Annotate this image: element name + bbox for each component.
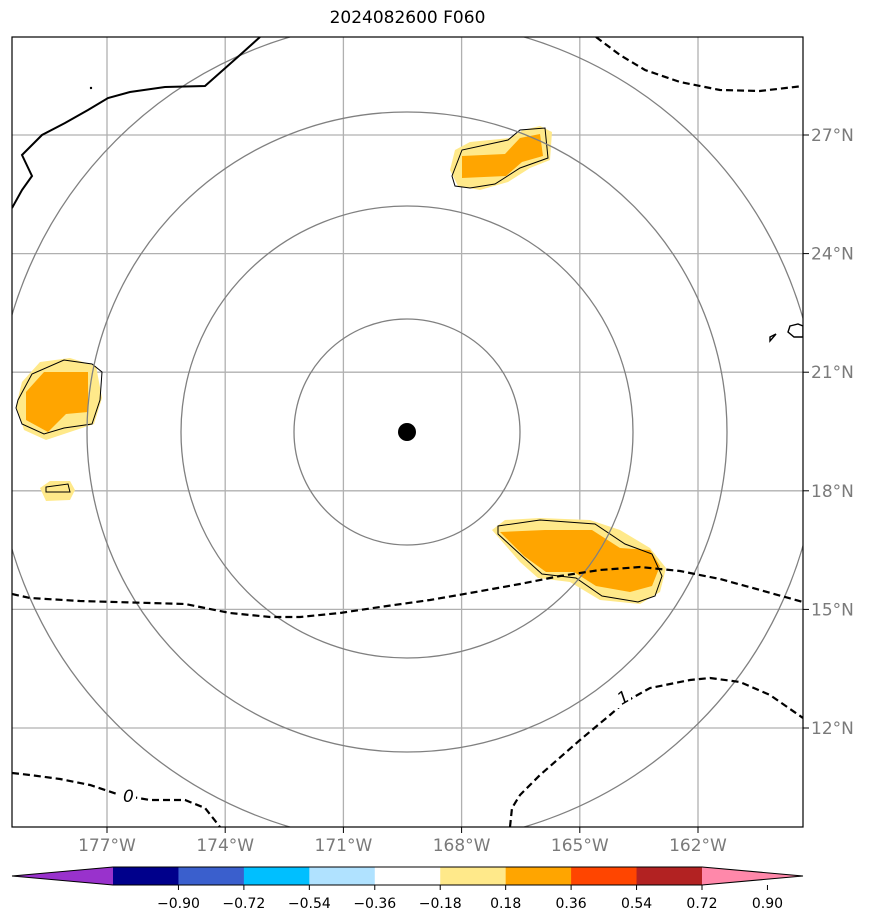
range-ring-3 [86, 111, 728, 753]
storm-center-marker [398, 423, 416, 441]
lat-tick-label: 21°N [811, 363, 854, 383]
colorbar-tick-label: 0.72 [686, 896, 717, 912]
colorbar-tick-label: −0.90 [157, 896, 200, 912]
lat-tick-label: 27°N [811, 126, 854, 146]
colorbar-segment [374, 867, 441, 885]
lon-tick-label: 174°W [196, 836, 254, 856]
lon-tick-label: 162°W [669, 836, 727, 856]
range-rings [12, 37, 803, 827]
lat-tick-label: 12°N [811, 719, 854, 739]
contour-line-lower-right [508, 676, 803, 827]
lon-tick-label: 168°W [433, 836, 491, 856]
chart-title: 2024082600 F060 [329, 8, 486, 28]
colorbar-tick-label: −0.18 [419, 896, 462, 912]
lat-tick-label: 18°N [811, 482, 854, 502]
colorbar-tick-label: −0.72 [222, 896, 265, 912]
colorbar-tick-label: −0.36 [353, 896, 396, 912]
colorbar-segment [113, 867, 179, 885]
shaded-region-west [15, 358, 103, 440]
colorbar-extend-high [702, 867, 803, 885]
colorbar-segment [243, 867, 310, 885]
colorbar-segment [440, 867, 507, 885]
lat-tick-label: 15°N [811, 600, 854, 620]
colorbar-tick-label: 0.90 [752, 896, 783, 912]
lon-tick-label: 177°W [78, 836, 136, 856]
lat-tick-label: 24°N [811, 245, 854, 265]
coastline [12, 37, 261, 209]
coastline-islands [769, 323, 803, 343]
contour-label-0: 0 [123, 787, 134, 807]
graticule-gridlines [12, 37, 803, 827]
shaded-region-west-small [40, 481, 75, 501]
lon-tick-label: 171°W [315, 836, 373, 856]
colorbar-segment [505, 867, 572, 885]
colorbar-segment [309, 867, 376, 885]
colorbar-segment [178, 867, 245, 885]
shaded-region-north [450, 126, 552, 190]
colorbar-tick-label: 0.54 [621, 896, 652, 912]
colorbar-tick-label: −0.54 [288, 896, 331, 912]
colorbar-segment [636, 867, 703, 885]
colorbar-extend-low [12, 867, 113, 885]
colorbar-tick-label: 0.36 [556, 896, 587, 912]
colorbar-tick-label: 0.18 [490, 896, 521, 912]
colorbar-segment [571, 867, 638, 885]
colorbar: −0.90 −0.72 −0.54 −0.36 −0.18 0.18 0.36 0.54 0.7… [11, 866, 804, 912]
longitude-axis: 177°W 174°W 171°W 168°W 165°W 162°W [78, 827, 727, 856]
map-frame [11, 36, 804, 828]
contour-line-middle [12, 565, 803, 619]
coast-dot [89, 86, 93, 90]
range-ring-2 [180, 205, 634, 659]
lon-tick-label: 165°W [551, 836, 609, 856]
latitude-axis: 12°N 15°N 18°N 21°N 24°N 27°N [803, 126, 854, 739]
range-ring-1 [293, 318, 521, 546]
contour-line-upper [595, 37, 803, 93]
shaded-region-southeast [492, 518, 666, 604]
colorbar-outline [11, 866, 804, 886]
